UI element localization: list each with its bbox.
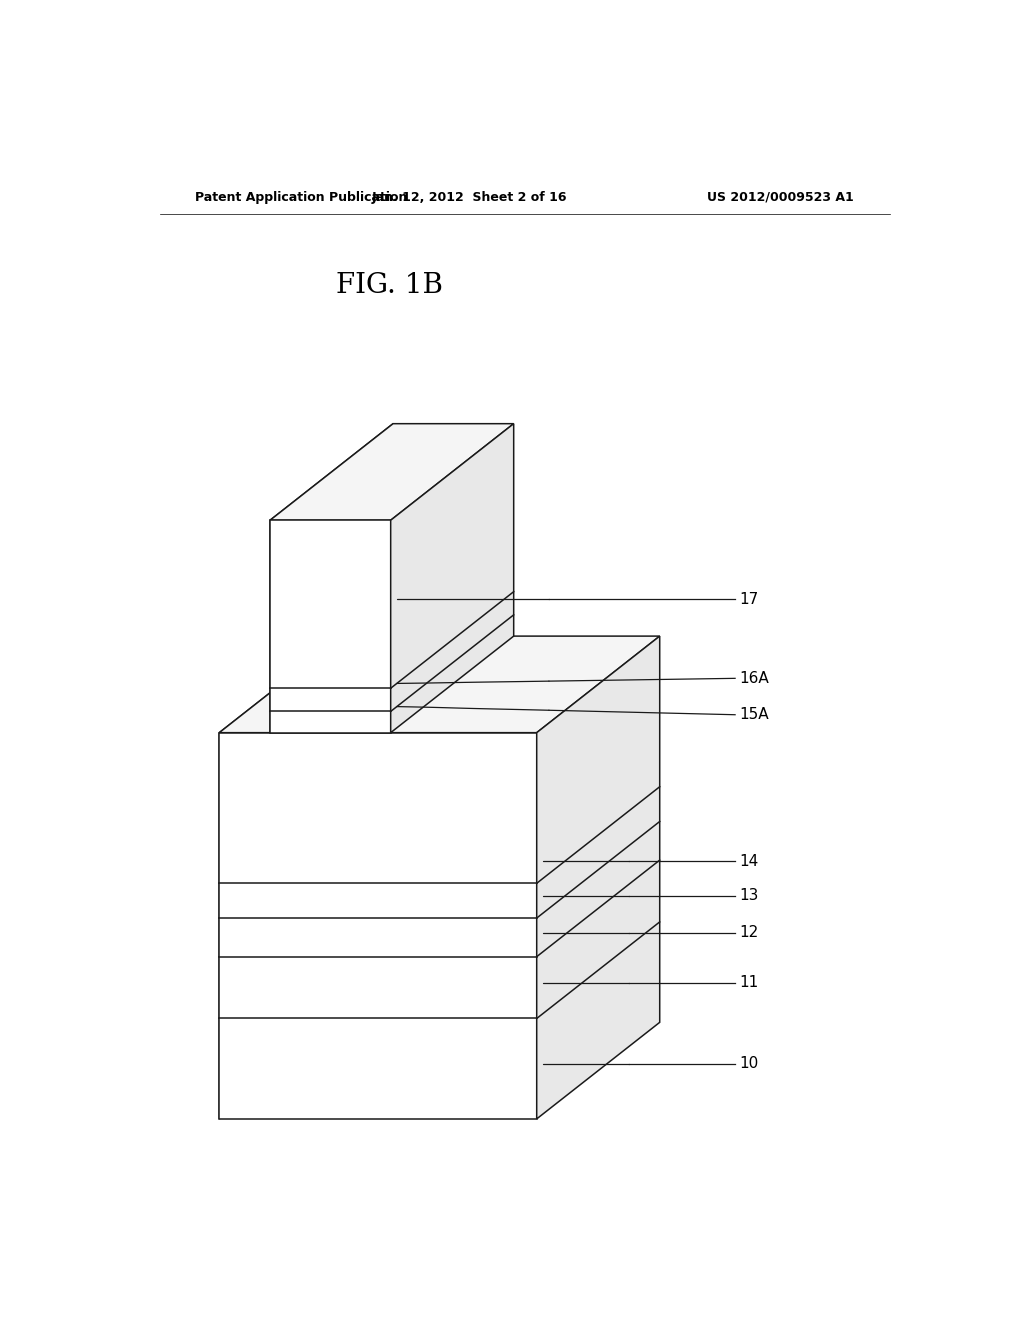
Text: Patent Application Publication: Patent Application Publication xyxy=(196,190,408,203)
Polygon shape xyxy=(537,636,659,1119)
Text: 17: 17 xyxy=(739,591,759,607)
Polygon shape xyxy=(270,424,514,520)
Text: 11: 11 xyxy=(739,975,759,990)
Polygon shape xyxy=(219,636,659,733)
Text: FIG. 1B: FIG. 1B xyxy=(337,272,443,298)
Text: 14: 14 xyxy=(739,854,759,869)
Text: US 2012/0009523 A1: US 2012/0009523 A1 xyxy=(708,190,854,203)
Text: 10: 10 xyxy=(739,1056,759,1072)
Polygon shape xyxy=(219,636,342,1119)
Polygon shape xyxy=(270,424,393,733)
Polygon shape xyxy=(391,424,514,733)
Text: Jan. 12, 2012  Sheet 2 of 16: Jan. 12, 2012 Sheet 2 of 16 xyxy=(372,190,567,203)
Text: 13: 13 xyxy=(739,888,759,903)
Text: 12: 12 xyxy=(739,925,759,940)
Text: 16A: 16A xyxy=(739,671,769,686)
Polygon shape xyxy=(219,733,537,1119)
Polygon shape xyxy=(270,520,391,733)
Text: 15A: 15A xyxy=(739,708,769,722)
